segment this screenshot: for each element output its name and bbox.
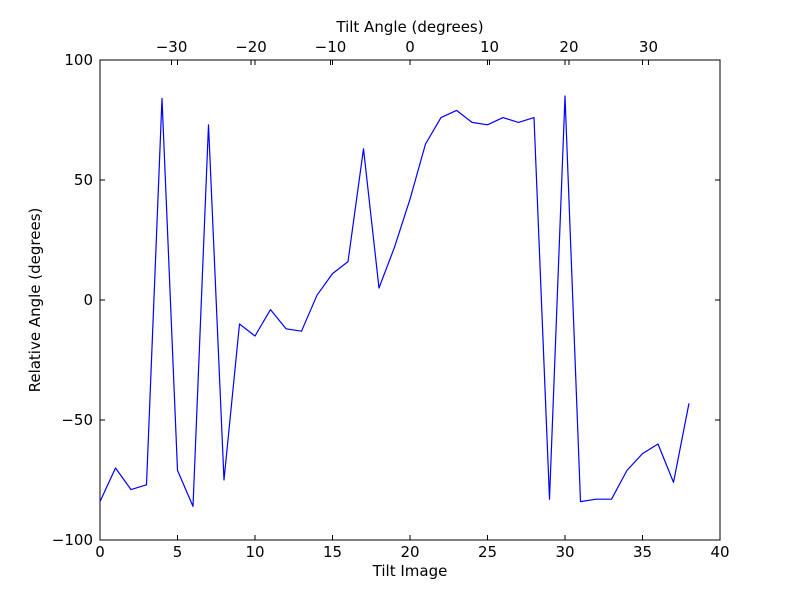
top-x-tick-label: −30 xyxy=(156,38,188,56)
y-tick-label: −50 xyxy=(61,411,93,429)
x-tick-label: 30 xyxy=(555,543,574,561)
x-tick-label: 10 xyxy=(245,543,264,561)
y-tick-label: 0 xyxy=(83,291,93,309)
y-axis-label: Relative Angle (degrees) xyxy=(26,208,44,393)
top-x-tick-label: −10 xyxy=(315,38,347,56)
y-tick-label: 50 xyxy=(74,171,93,189)
x-tick-label: 25 xyxy=(478,543,497,561)
x-tick-label: 5 xyxy=(173,543,183,561)
x-axis-label: Tilt Image xyxy=(372,562,448,580)
y-tick-label: 100 xyxy=(64,51,93,69)
top-x-tick-label: 30 xyxy=(639,38,658,56)
top-x-tick-label: −20 xyxy=(235,38,267,56)
x-tick-label: 40 xyxy=(710,543,729,561)
top-x-tick-label: 20 xyxy=(559,38,578,56)
y-tick-label: −100 xyxy=(52,531,93,549)
top-x-tick-label: 0 xyxy=(405,38,415,56)
x-tick-label: 20 xyxy=(400,543,419,561)
x-tick-label: 35 xyxy=(633,543,652,561)
x-tick-label: 0 xyxy=(95,543,105,561)
x-tick-label: 15 xyxy=(323,543,342,561)
top-x-tick-label: 10 xyxy=(480,38,499,56)
top-x-axis-label: Tilt Angle (degrees) xyxy=(335,18,483,36)
series-line-0 xyxy=(99,95,690,507)
series-layer xyxy=(99,95,690,507)
